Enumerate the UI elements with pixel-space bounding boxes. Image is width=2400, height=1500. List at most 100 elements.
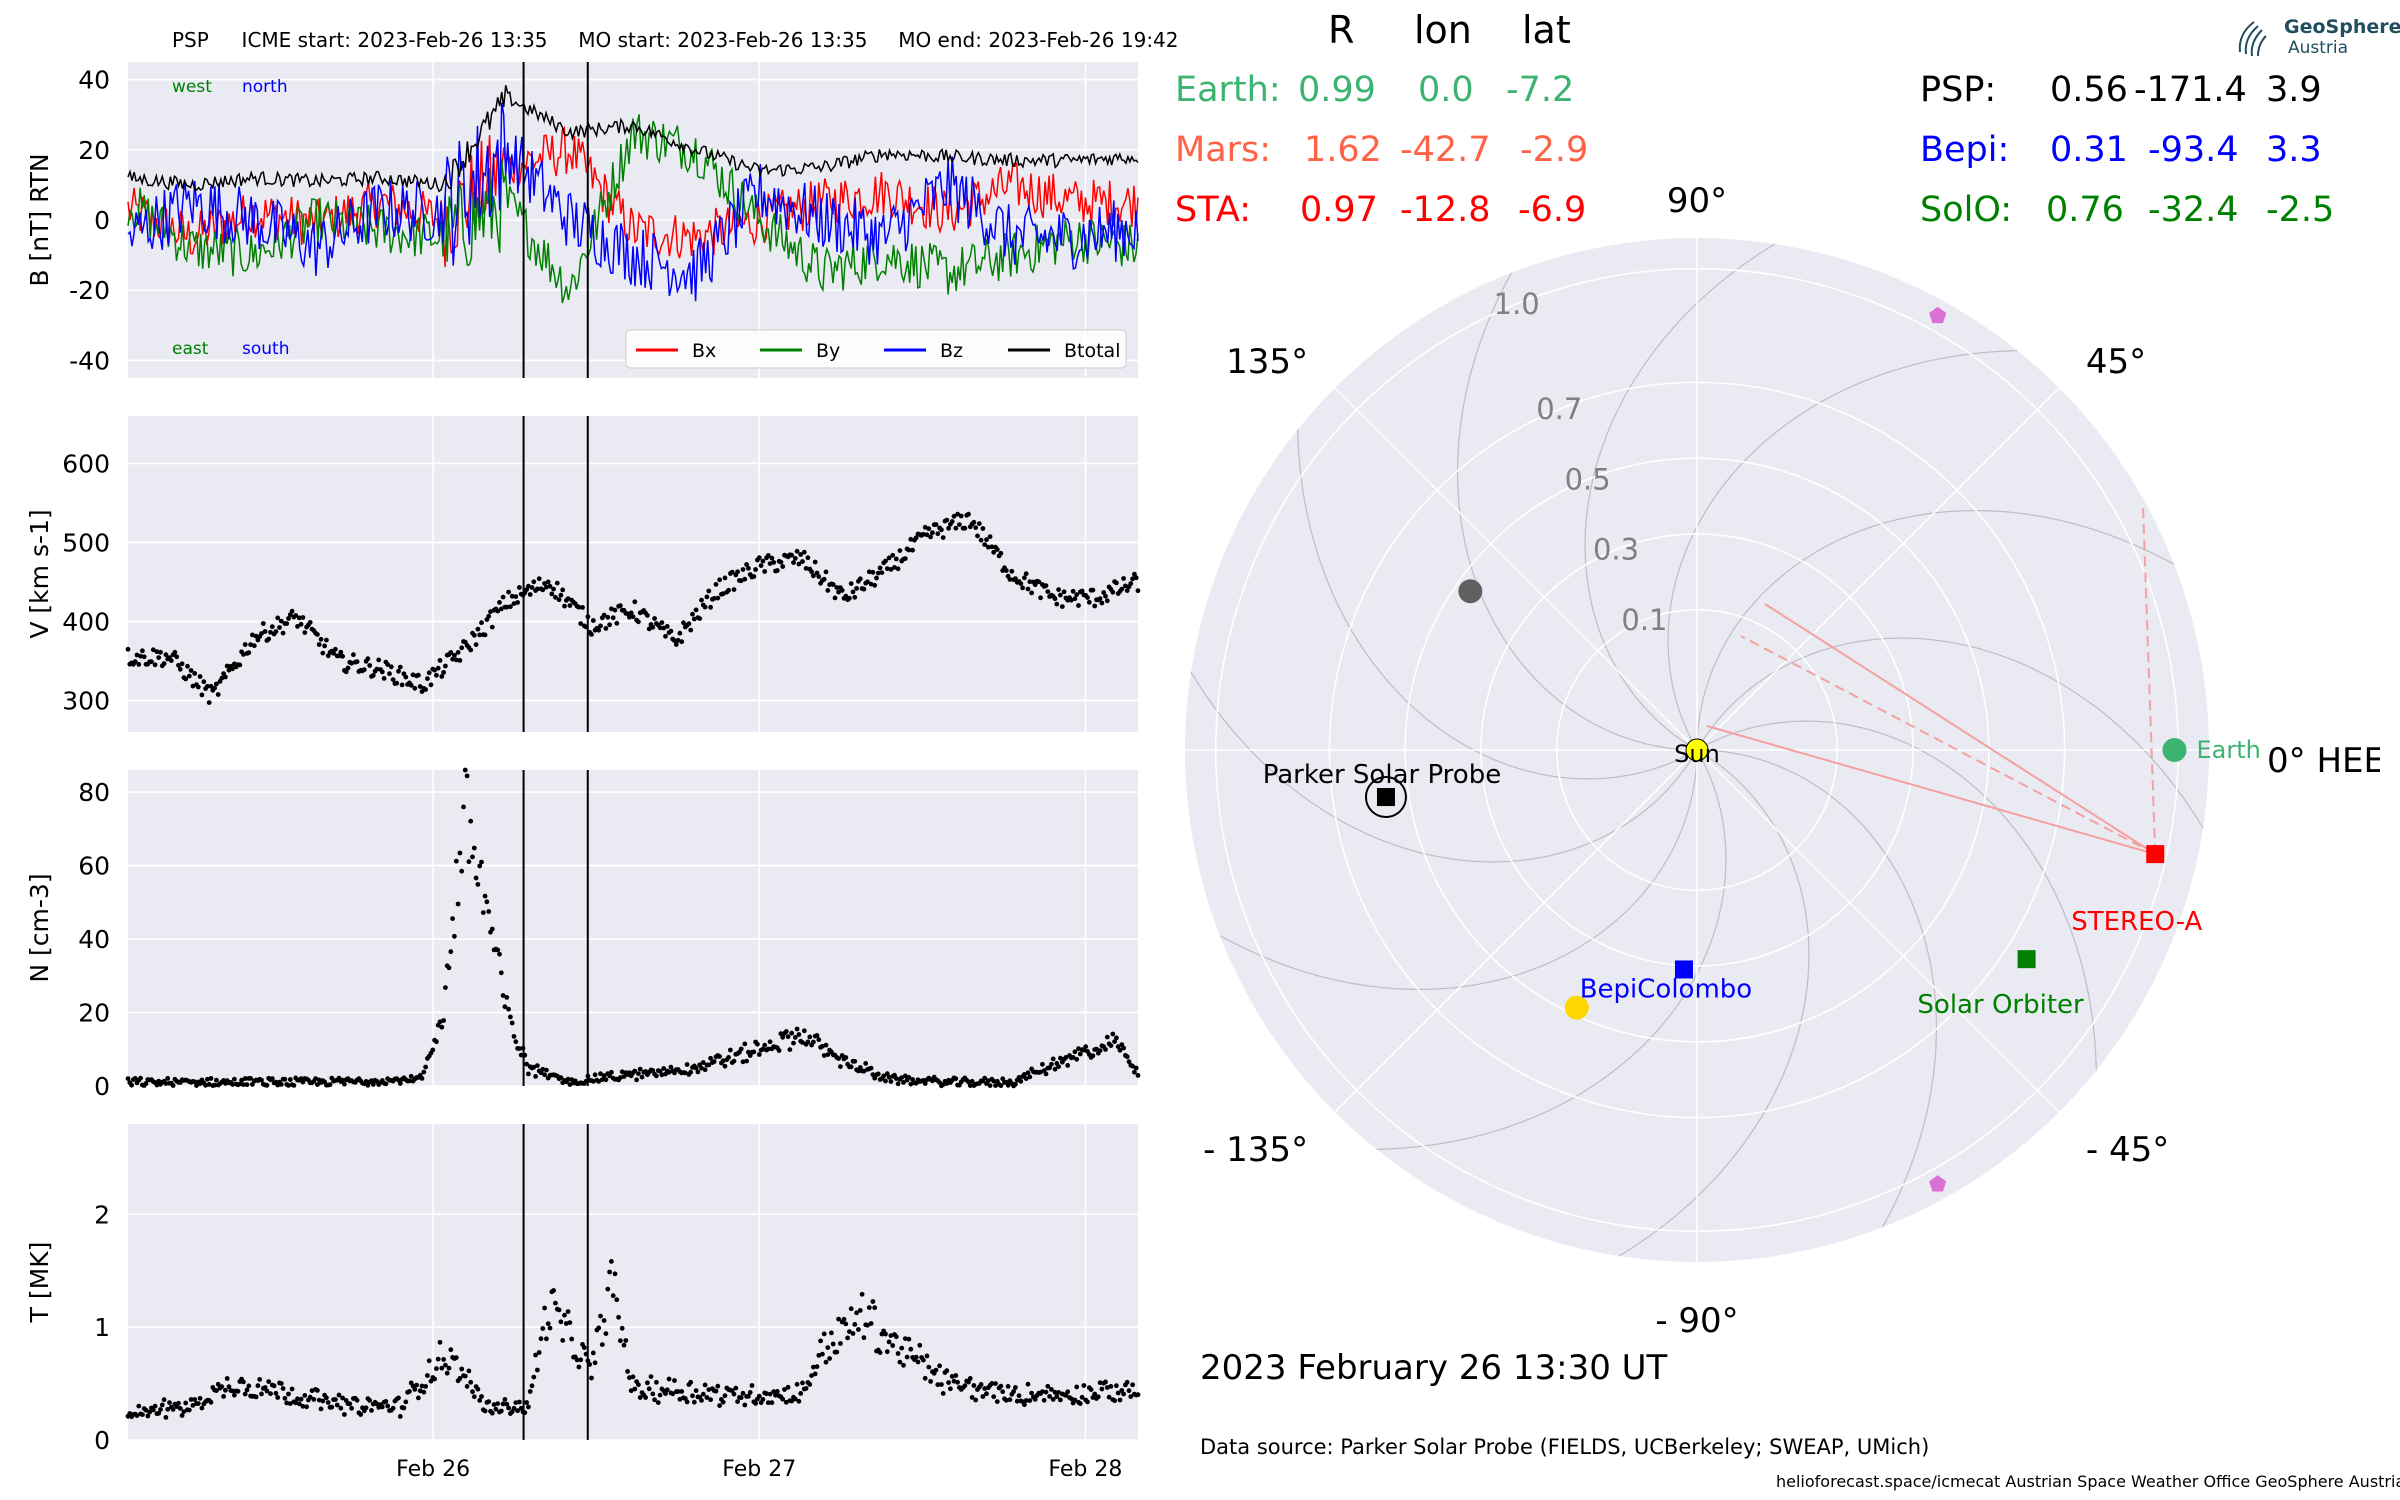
data-point [852,1322,858,1327]
data-point [1022,1072,1027,1077]
data-point [866,1305,872,1310]
data-point [673,642,679,647]
angle-label: - 45° [2086,1130,2169,1170]
data-point [578,1357,584,1363]
data-point [1099,1386,1105,1392]
data-point [657,1392,663,1398]
data-point [843,1055,849,1060]
point-label-parker-solar-probe: Parker Solar Probe [1263,760,1501,790]
data-point [192,1397,198,1402]
data-point [242,1391,248,1397]
row-r: 1.62 [1304,130,1382,170]
data-point [679,639,685,645]
data-point [223,1387,228,1393]
data-point [811,1364,816,1370]
data-point [735,569,740,575]
data-point [609,1069,614,1075]
data-point [489,926,495,932]
data-point [367,663,373,668]
data-point [255,1383,261,1389]
data-point [268,1391,273,1397]
data-point [159,1402,165,1408]
data-point [257,1377,263,1382]
data-point [316,642,322,647]
data-point [857,576,863,582]
data-point [877,565,883,571]
data-point [578,621,584,626]
row-r: 0.76 [2046,190,2124,230]
data-point [670,1391,676,1397]
data-point [259,1077,264,1083]
data-point [428,1378,434,1384]
data-point [387,671,392,677]
data-point [446,1365,452,1371]
data-point [354,659,360,665]
data-point [1054,601,1060,607]
angular-gridline [1696,749,2132,1185]
data-point [742,576,748,582]
data-point [423,687,428,692]
data-point [244,1387,250,1393]
data-point [486,613,492,619]
data-point [452,652,457,658]
data-point [397,664,403,670]
data-point [821,576,827,582]
data-point [443,1362,448,1368]
data-point [518,1052,524,1058]
parker-spiral-line [1696,637,2204,829]
data-point [1068,1396,1074,1402]
data-point [746,565,751,571]
data-point [856,1327,861,1332]
data-point [930,530,935,536]
data-point [538,1336,544,1342]
data-point [1013,1081,1018,1087]
data-point [504,995,510,1000]
data-point [1103,1379,1108,1385]
point-label-bepicolombo: BepiColombo [1580,974,1753,1004]
data-point [787,1047,793,1052]
data-point [300,1079,306,1085]
angular-gridline [1696,315,2132,751]
data-point [334,1402,340,1408]
data-point [722,575,728,581]
polar-plot: 0.10.30.50.71.00° HEEQ45°90°135°+/- 180°… [1180,136,2380,1364]
data-point [205,683,210,689]
data-point [331,650,336,656]
data-point [369,1078,374,1084]
data-point [282,1395,288,1401]
geosphere-logo-icon [2238,21,2267,57]
data-point [176,662,181,668]
data-point [726,1055,731,1060]
data-point [1065,1389,1071,1395]
data-point [838,1064,843,1069]
data-point [774,1389,780,1394]
data-point [881,1073,887,1079]
data-point [738,1395,744,1401]
data-point [154,1082,160,1088]
data-point [650,624,656,630]
data-point [848,1306,854,1312]
data-point [953,1076,959,1082]
data-point [1007,1397,1013,1403]
data-point [895,1351,901,1356]
data-point [1110,1031,1116,1037]
data-point [435,1356,441,1362]
data-point [637,1395,643,1400]
data-point [769,1400,775,1406]
data-point [1108,1043,1114,1048]
data-point [473,642,479,647]
data-point [975,533,980,539]
data-point [663,1391,668,1396]
data-point [531,579,537,585]
data-point [581,1345,587,1350]
data-point [778,559,784,565]
data-point [791,1040,796,1046]
data-point [554,580,560,586]
data-point [125,646,131,652]
data-point [1070,588,1076,594]
data-point [720,1399,726,1405]
data-point [702,1382,708,1388]
data-point [924,532,930,538]
data-point [850,1331,856,1336]
data-point [542,1072,547,1078]
